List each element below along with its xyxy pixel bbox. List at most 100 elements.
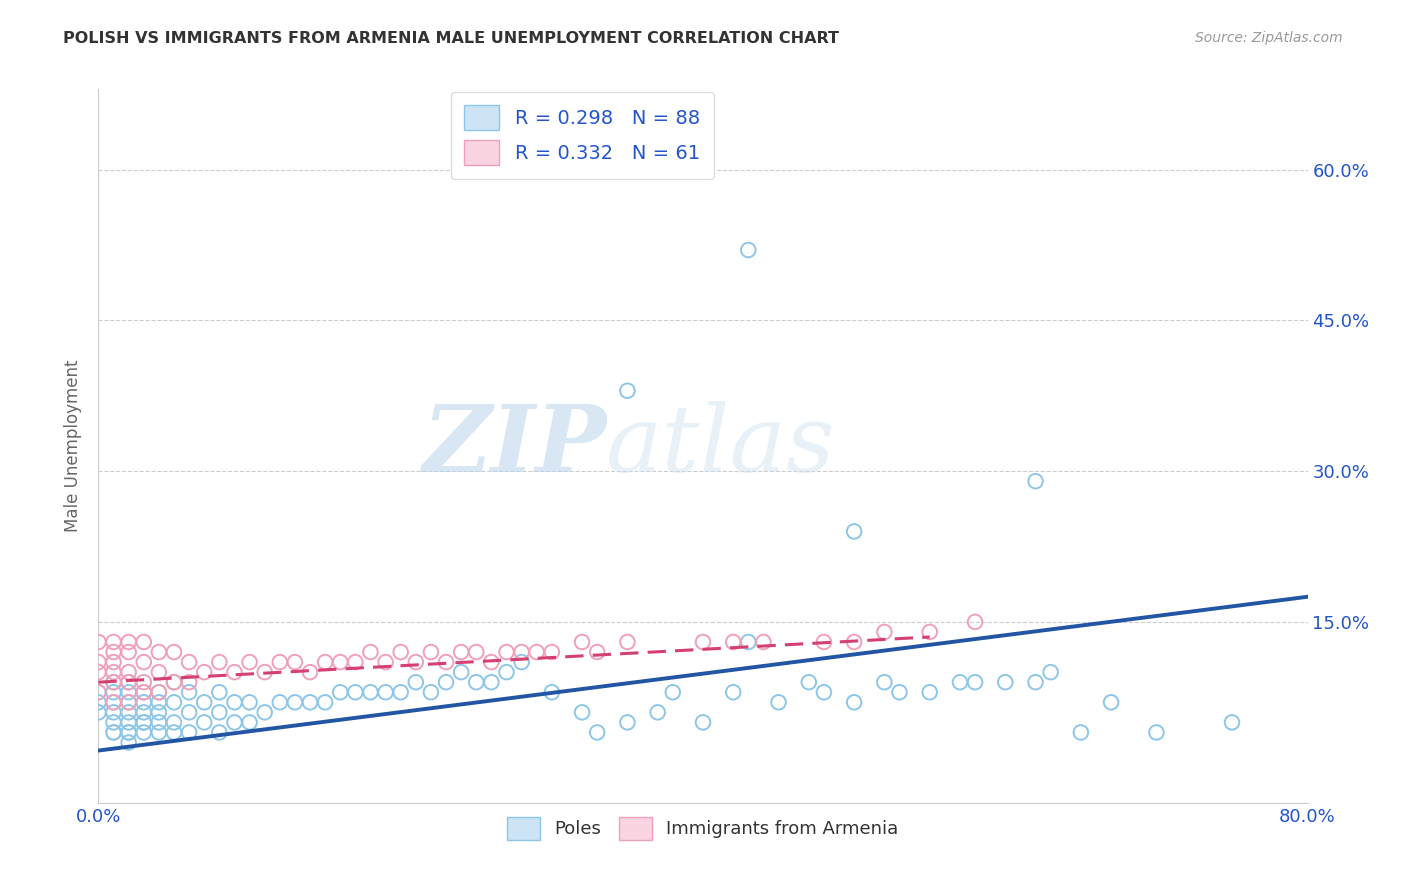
Point: [284, 655, 307, 669]
Point: [616, 384, 638, 398]
Point: [873, 675, 896, 690]
Point: [1144, 725, 1167, 739]
Point: [949, 675, 972, 690]
Point: [481, 675, 503, 690]
Point: [103, 706, 125, 720]
Point: [224, 665, 246, 680]
Point: [314, 695, 336, 709]
Text: Source: ZipAtlas.com: Source: ZipAtlas.com: [1195, 31, 1343, 45]
Point: [420, 645, 443, 659]
Point: [118, 695, 141, 709]
Point: [586, 645, 609, 659]
Point: [103, 695, 125, 709]
Point: [253, 706, 276, 720]
Point: [132, 706, 155, 720]
Point: [692, 635, 714, 649]
Point: [132, 725, 155, 739]
Point: [1220, 715, 1243, 730]
Point: [87, 695, 110, 709]
Point: [132, 655, 155, 669]
Point: [737, 243, 759, 257]
Point: [239, 695, 262, 709]
Point: [118, 645, 141, 659]
Point: [103, 665, 125, 680]
Point: [965, 615, 987, 629]
Point: [405, 655, 427, 669]
Point: [1024, 675, 1046, 690]
Point: [103, 675, 125, 690]
Point: [994, 675, 1017, 690]
Point: [208, 655, 231, 669]
Point: [118, 706, 141, 720]
Point: [179, 706, 201, 720]
Point: [344, 685, 367, 699]
Point: [118, 675, 141, 690]
Point: [873, 624, 896, 639]
Point: [723, 685, 745, 699]
Point: [103, 685, 125, 699]
Point: [179, 725, 201, 739]
Point: [1024, 474, 1046, 488]
Point: [148, 715, 170, 730]
Point: [389, 645, 412, 659]
Point: [103, 725, 125, 739]
Point: [118, 735, 141, 749]
Point: [616, 715, 638, 730]
Point: [344, 655, 367, 669]
Point: [163, 725, 186, 739]
Point: [118, 725, 141, 739]
Point: [389, 685, 412, 699]
Point: [752, 635, 775, 649]
Text: POLISH VS IMMIGRANTS FROM ARMENIA MALE UNEMPLOYMENT CORRELATION CHART: POLISH VS IMMIGRANTS FROM ARMENIA MALE U…: [63, 31, 839, 46]
Point: [1070, 725, 1092, 739]
Point: [269, 695, 291, 709]
Point: [239, 715, 262, 730]
Point: [224, 715, 246, 730]
Point: [813, 685, 835, 699]
Point: [647, 706, 669, 720]
Point: [571, 635, 593, 649]
Point: [193, 665, 215, 680]
Point: [797, 675, 820, 690]
Point: [329, 655, 352, 669]
Point: [163, 645, 186, 659]
Point: [103, 695, 125, 709]
Point: [768, 695, 790, 709]
Point: [103, 655, 125, 669]
Point: [510, 655, 533, 669]
Point: [495, 645, 517, 659]
Point: [1039, 665, 1062, 680]
Point: [465, 645, 488, 659]
Point: [148, 685, 170, 699]
Point: [405, 675, 427, 690]
Point: [844, 695, 866, 709]
Point: [103, 675, 125, 690]
Point: [434, 655, 457, 669]
Point: [103, 635, 125, 649]
Point: [374, 685, 396, 699]
Point: [118, 635, 141, 649]
Point: [813, 635, 835, 649]
Point: [510, 645, 533, 659]
Point: [87, 655, 110, 669]
Point: [118, 715, 141, 730]
Point: [692, 715, 714, 730]
Point: [481, 655, 503, 669]
Point: [148, 695, 170, 709]
Point: [314, 655, 336, 669]
Point: [889, 685, 911, 699]
Point: [450, 645, 472, 659]
Text: ZIP: ZIP: [422, 401, 606, 491]
Point: [179, 655, 201, 669]
Point: [87, 685, 110, 699]
Point: [420, 685, 443, 699]
Point: [269, 655, 291, 669]
Point: [87, 665, 110, 680]
Point: [434, 675, 457, 690]
Point: [87, 635, 110, 649]
Point: [118, 685, 141, 699]
Point: [844, 635, 866, 649]
Point: [495, 665, 517, 680]
Point: [661, 685, 683, 699]
Point: [723, 635, 745, 649]
